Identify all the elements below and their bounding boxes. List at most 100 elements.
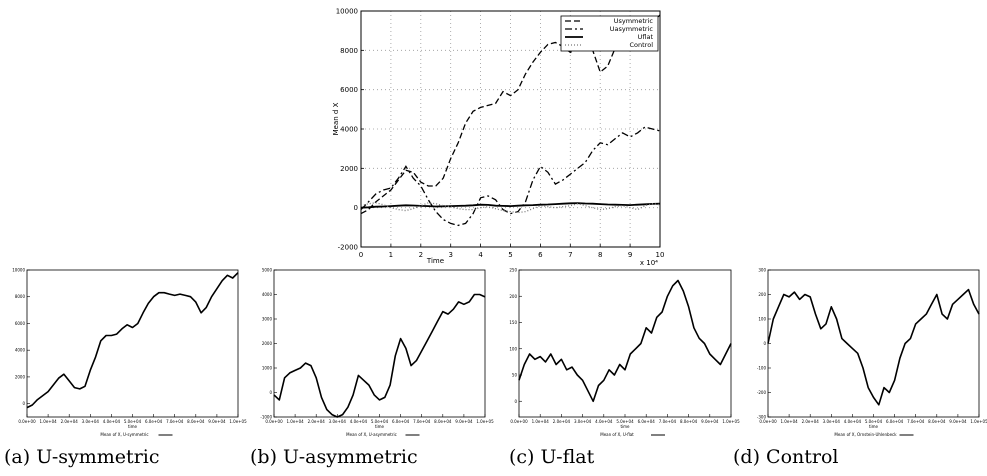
caption-d: (d) Control (733, 446, 839, 468)
plot-frame (273, 269, 486, 418)
y-tick-label: -300 (757, 415, 767, 420)
plot-frame (518, 269, 732, 418)
series-line-uflat (360, 202, 661, 209)
x-tick-label: 7 (568, 251, 572, 259)
y-tick-label: 50 (512, 373, 518, 378)
y-tick-label: 0 (354, 204, 358, 212)
y-tick-label: 1000 (262, 366, 273, 371)
x-tick-label: 3.0e+04 (329, 419, 347, 424)
x-tick-label: 2.0e+04 (308, 419, 326, 424)
x-tick-label: 2 (419, 251, 423, 259)
x-tick-label: 9.0e+04 (949, 419, 967, 424)
x-tick-label: 10 (656, 251, 665, 259)
x-tick-label: 0.0e+00 (18, 419, 36, 424)
x-tick-label: 9.0e+04 (455, 419, 473, 424)
x-tick-label: 9 (628, 251, 632, 259)
x-tick-label: 6.0e+04 (886, 419, 904, 424)
plot-frame (767, 269, 980, 418)
x-tick-label: 3.0e+04 (574, 419, 592, 424)
x-tick-label: 8.0e+04 (680, 419, 698, 424)
x-tick-label: 7.0e+04 (413, 419, 431, 424)
legend-label-uflat: Uflat (638, 33, 654, 41)
caption-c: (c) U-flat (509, 446, 595, 468)
y-tick-label: 4000 (340, 126, 358, 134)
x-tick-label: 7.0e+04 (659, 419, 677, 424)
x-axis-label: time (620, 424, 630, 429)
x-tick-label: 5.0e+04 (865, 419, 883, 424)
main-chart: 0 1 2 3 4 5 6 7 8 9 10-20000200040006000800010000T… (12, 8, 987, 438)
series-line-uasymmetric (360, 126, 661, 227)
y-tick-label: 6000 (15, 321, 26, 326)
x-axis-label: time (375, 424, 385, 429)
x-tick-label: 2.0e+04 (61, 419, 79, 424)
legend-label-uasymmetric: Uasymmetric (610, 25, 654, 33)
legend-label: Mean of X, U-asymmetric (346, 432, 397, 437)
x-tick-label: 6 (538, 251, 543, 259)
y-tick-label: 2000 (262, 341, 273, 346)
x-tick-label: 0.0e+00 (265, 419, 283, 424)
y-tick-label: 2000 (340, 165, 358, 173)
caption-b: (b) U-asymmetric (250, 446, 418, 468)
x-tick-label: 9.0e+04 (208, 419, 226, 424)
x-tick-label: 8.0e+04 (434, 419, 452, 424)
legend-label-usymmetric: Usymmetric (614, 17, 654, 25)
x-tick-label: 2.0e+04 (553, 419, 571, 424)
legend-label-control: Control (630, 41, 654, 49)
y-tick-label: -2000 (338, 244, 358, 252)
y-tick-label: 200 (758, 292, 766, 297)
y-tick-label: 250 (509, 268, 517, 273)
x-tick-label: 9.0e+04 (701, 419, 719, 424)
series-line (767, 288, 980, 406)
y-tick-label: 10000 (12, 268, 25, 273)
x-tick-label: 5 (508, 251, 512, 259)
x-axis-label: Time (426, 257, 444, 265)
x-axis-multiplier: x 10⁴ (640, 259, 658, 267)
subplot-u-flat: 0.0e+00 1.0e+04 2.0e+04 3.0e+04 4.0e+04 5.0e+… (509, 268, 740, 438)
x-tick-label: 0 (359, 251, 363, 259)
x-tick-label: 6.0e+04 (145, 419, 163, 424)
y-tick-label: -200 (757, 390, 767, 395)
y-tick-label: 150 (509, 320, 517, 325)
y-tick-label: -100 (757, 366, 767, 371)
y-tick-label: 6000 (340, 86, 358, 94)
y-tick-label: 4000 (262, 292, 273, 297)
y-tick-label: 100 (758, 317, 766, 322)
x-tick-label: 7.0e+04 (166, 419, 184, 424)
y-axis-label: Mean d X (332, 102, 340, 135)
x-axis-label: time (128, 424, 138, 429)
x-tick-label: 1.0e+05 (476, 419, 494, 424)
y-tick-label: 0 (269, 390, 272, 395)
x-tick-label: 1.0e+04 (39, 419, 57, 424)
subplot-control: 0.0e+00 1.0e+04 2.0e+04 3.0e+04 4.0e+04 5.0e+… (757, 268, 987, 438)
x-tick-label: 5.0e+04 (124, 419, 142, 424)
y-tick-label: 8000 (340, 47, 358, 55)
x-tick-label: 1.0e+05 (229, 419, 247, 424)
x-axis-label: time (869, 424, 879, 429)
series-line (26, 272, 239, 409)
y-tick-label: 0 (22, 401, 25, 406)
x-tick-label: 4.0e+04 (595, 419, 613, 424)
plot-frame (26, 269, 239, 418)
x-tick-label: 3 (448, 251, 452, 259)
x-tick-label: 0.0e+00 (759, 419, 777, 424)
y-tick-label: 2000 (15, 374, 26, 379)
y-tick-label: 3000 (262, 317, 273, 322)
x-tick-label: 1.0e+04 (780, 419, 798, 424)
plot-frame (360, 10, 661, 248)
y-tick-label: 100 (509, 346, 517, 351)
subplot-u-asymmetric: 0.0e+00 1.0e+04 2.0e+04 3.0e+04 4.0e+04 5.0e+… (260, 268, 494, 438)
x-tick-label: 7.0e+04 (907, 419, 925, 424)
y-tick-label: 10000 (336, 8, 358, 16)
x-tick-label: 6.0e+04 (638, 419, 656, 424)
series-line-control (360, 202, 661, 214)
y-tick-label: 200 (509, 294, 517, 299)
y-tick-label: 4000 (15, 348, 26, 353)
main-plot: 0 1 2 3 4 5 6 7 8 9 10-20000200040006000800010000T… (332, 8, 664, 268)
series-line (273, 293, 486, 418)
y-tick-label: 0 (763, 341, 766, 346)
series-line-usymmetric (360, 14, 661, 215)
x-tick-label: 1.0e+05 (970, 419, 987, 424)
x-tick-label: 0.0e+00 (510, 419, 528, 424)
x-tick-label: 5.0e+04 (371, 419, 389, 424)
x-tick-label: 4 (478, 251, 483, 259)
